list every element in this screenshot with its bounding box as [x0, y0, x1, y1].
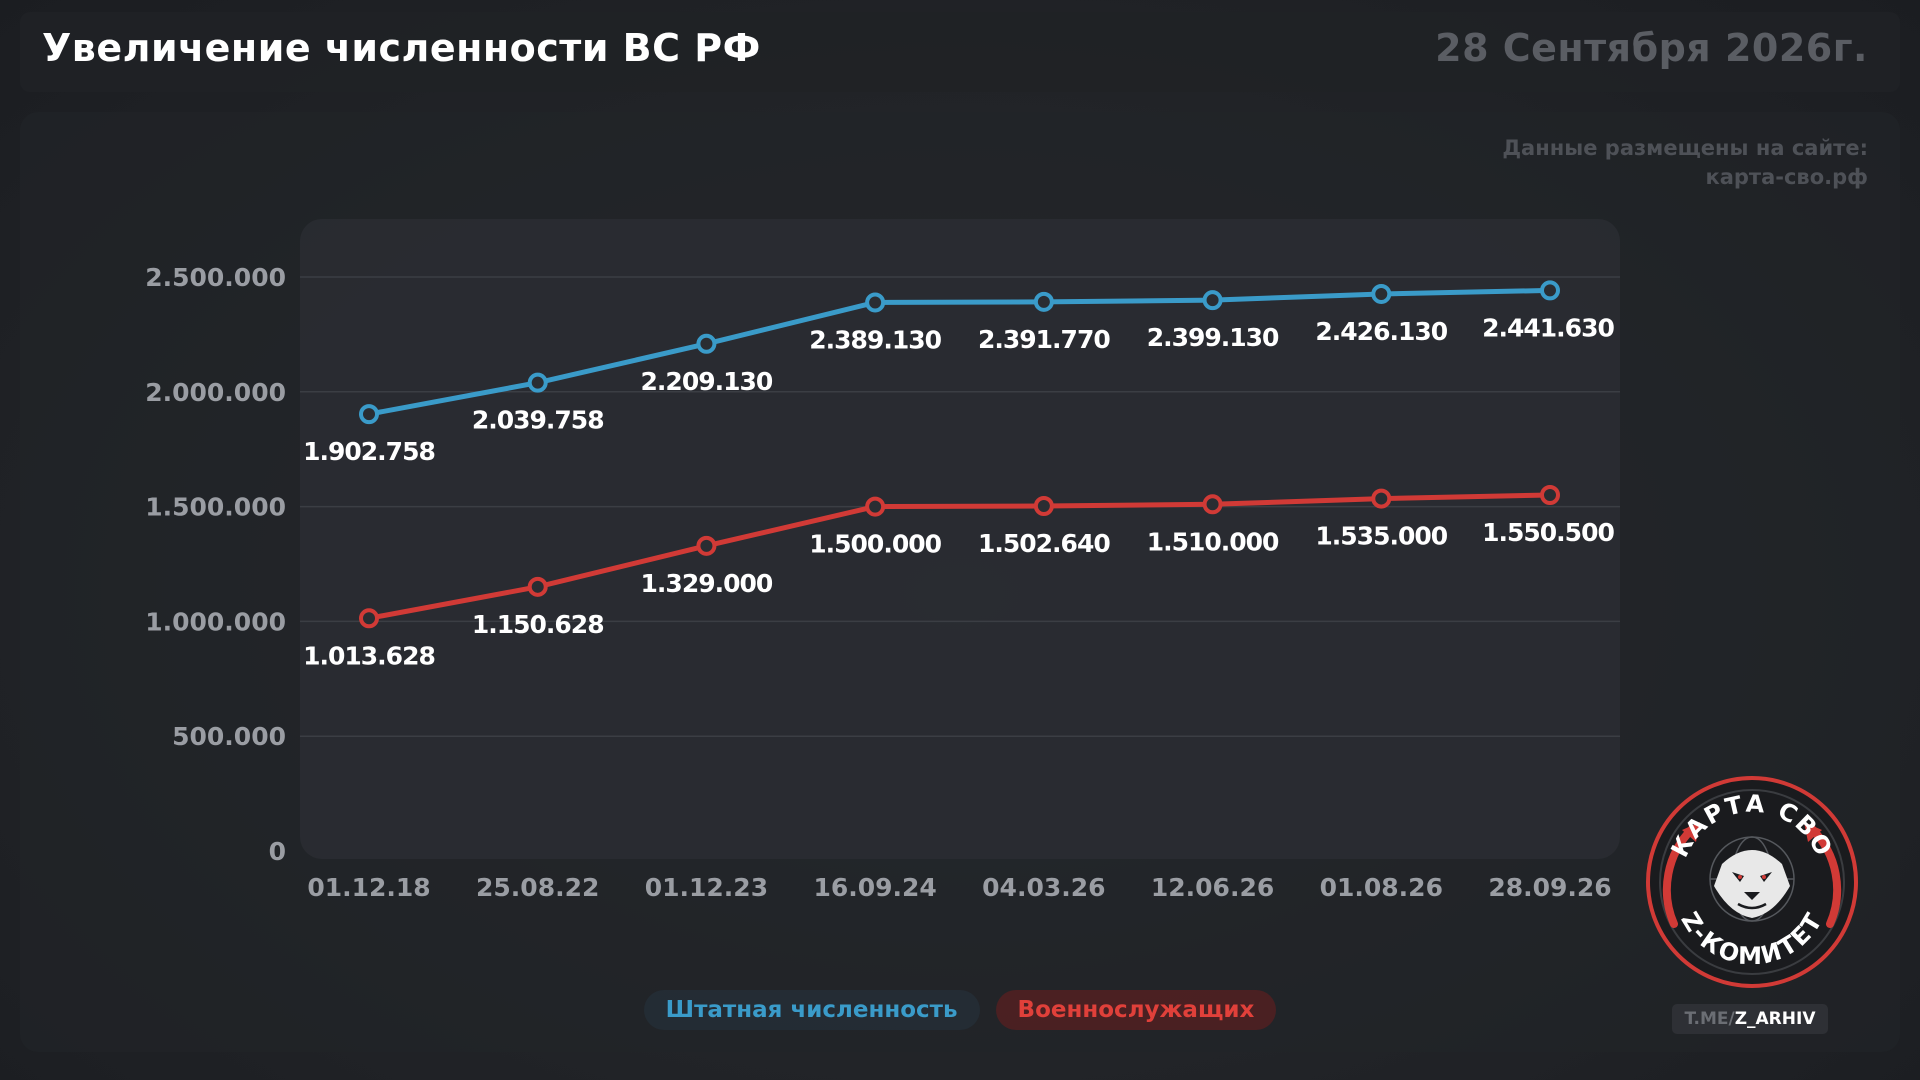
data-point [1540, 280, 1560, 301]
data-label: 2.039.758 [472, 406, 604, 435]
data-point [1371, 488, 1392, 509]
data-point [696, 535, 717, 556]
data-label: 1.150.628 [472, 610, 604, 639]
data-point [1371, 283, 1392, 304]
page-date: 28 Сентября 2026г. [1435, 26, 1868, 70]
series-line [366, 492, 1553, 621]
data-point [1033, 495, 1054, 516]
legend-entry-staff: Штатная численность [643, 990, 980, 1030]
y-tick-label: 1.000.000 [145, 607, 286, 636]
data-label: 2.391.770 [978, 325, 1110, 354]
z-komitet-logo: КАРТА СВО Z-КОМИТЕТ [1646, 776, 1858, 988]
x-tick-label: 01.08.26 [1320, 873, 1443, 902]
telegram-prefix: T.ME/ [1684, 1009, 1735, 1029]
data-label: 1.902.758 [303, 437, 435, 466]
series-line [366, 287, 1553, 417]
x-tick-label: 12.06.26 [1151, 873, 1274, 902]
x-tick-label: 01.12.18 [307, 873, 430, 902]
x-tick-label: 25.08.22 [476, 873, 599, 902]
telegram-badge: T.ME/Z_ARHIV [1672, 1004, 1828, 1034]
data-label: 2.209.130 [641, 367, 773, 396]
data-point [527, 372, 548, 393]
chart-legend: Штатная численность Военнослужащих [0, 990, 1920, 1030]
y-tick-label: 2.000.000 [145, 378, 286, 407]
grid-lines [300, 276, 1620, 737]
series-staff: 1.902.758 2.039.758 2.209.130 2.389.130 2.39… [303, 280, 1615, 466]
data-point [359, 608, 379, 629]
data-label: 2.426.130 [1315, 317, 1447, 346]
series-servicemen: 1.013.628 1.150.628 1.329.000 1.500.000 1.50… [303, 485, 1615, 670]
header-bar [20, 12, 1900, 92]
data-point [1033, 291, 1054, 312]
page-title: Увеличение численности ВС РФ [42, 26, 761, 70]
logo-inner-ring [1659, 789, 1845, 975]
x-tick-label: 28.09.26 [1488, 873, 1611, 902]
x-tick-label: 16.09.24 [813, 873, 936, 902]
data-label: 2.399.130 [1147, 323, 1279, 352]
data-label: 1.500.000 [809, 530, 941, 559]
x-tick-label: 01.12.23 [645, 873, 768, 902]
data-label: 2.441.630 [1482, 313, 1614, 342]
x-tick-label: 04.03.26 [982, 873, 1105, 902]
y-tick-label: 500.000 [172, 722, 286, 751]
data-label: 1.510.000 [1147, 527, 1279, 556]
y-tick-label: 0 [269, 837, 286, 866]
data-point [865, 496, 886, 517]
source-note: Данные размещены на сайте: карта-сво.рф [1502, 136, 1868, 189]
data-point [1540, 485, 1560, 506]
data-point [1202, 290, 1223, 311]
x-axis-ticks: 01.12.18 25.08.22 01.12.23 16.09.24 04.03.26… [307, 873, 1611, 902]
data-label: 1.535.000 [1315, 522, 1447, 551]
data-point [865, 292, 886, 313]
logo-left-arrow [1662, 825, 1696, 928]
data-point [527, 576, 548, 597]
y-axis-ticks: 0 500.000 1.000.000 1.500.000 2.000.000 2.500… [145, 263, 286, 866]
legend-entry-servicemen: Военнослужащих [995, 990, 1277, 1030]
series-group: 1.902.758 2.039.758 2.209.130 2.389.130 2.39… [303, 280, 1615, 670]
data-label: 2.389.130 [809, 325, 941, 354]
data-point [696, 333, 717, 354]
data-label: 1.329.000 [641, 569, 773, 598]
data-label: 1.550.500 [1482, 518, 1614, 547]
telegram-channel: Z_ARHIV [1734, 1009, 1816, 1029]
lion-head-globe-icon [1709, 836, 1795, 922]
data-label: 1.013.628 [303, 641, 435, 670]
logo-right-arrow [1808, 825, 1842, 928]
y-tick-label: 2.500.000 [145, 263, 286, 292]
data-point [1202, 494, 1223, 515]
logo-left-arrowhead [1682, 822, 1700, 842]
y-tick-label: 1.500.000 [145, 493, 286, 522]
plot-area [300, 219, 1620, 859]
logo-right-arrowhead [1804, 822, 1822, 842]
data-point [359, 404, 379, 425]
data-label: 1.502.640 [978, 529, 1110, 558]
